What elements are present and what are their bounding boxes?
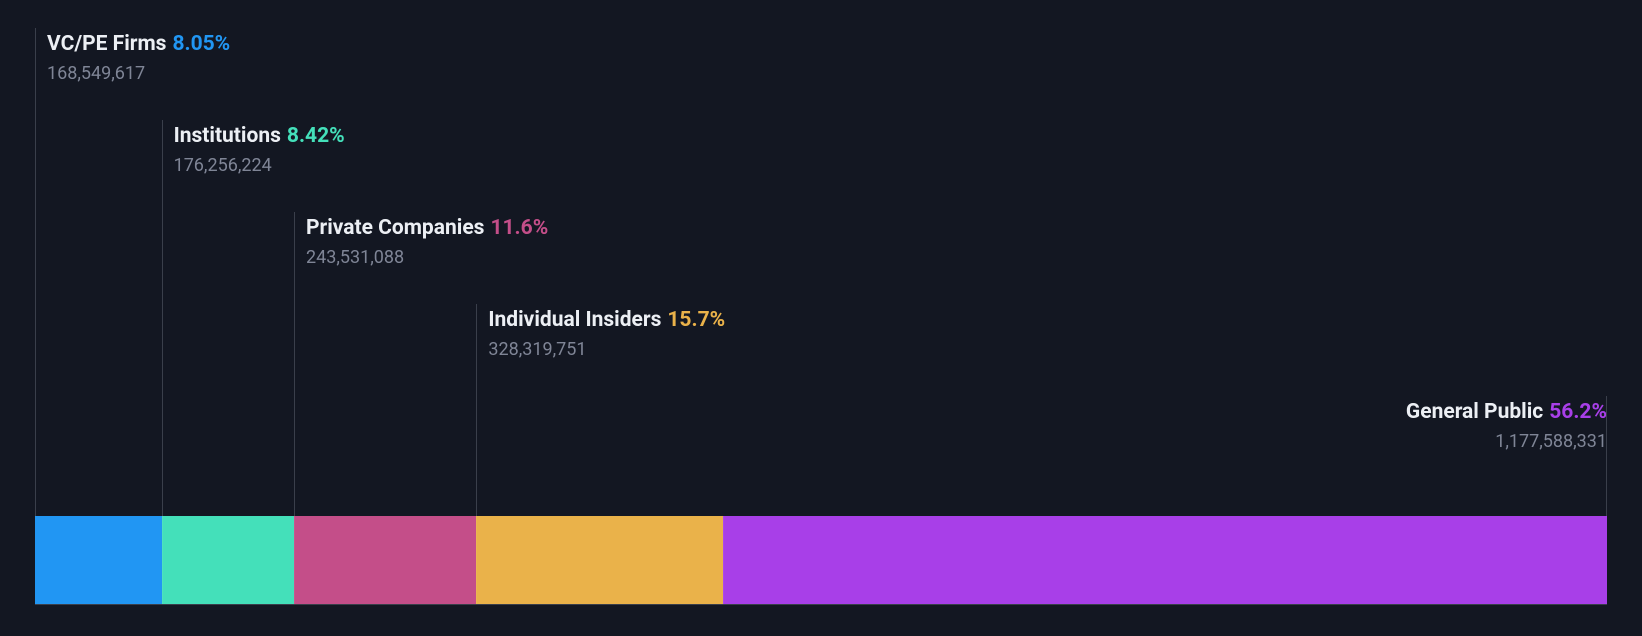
label-institutions: Institutions8.42% 176,256,224 <box>174 122 345 179</box>
label-value: 328,319,751 <box>488 338 725 362</box>
label-value: 1,177,588,331 <box>1406 430 1607 454</box>
label-name: Institutions <box>174 124 281 148</box>
ownership-breakdown-chart: VC/PE Firms8.05% 168,549,617 Institutions8… <box>0 0 1642 636</box>
label-private: Private Companies11.6% 243,531,088 <box>306 214 548 271</box>
leader-private <box>294 212 295 516</box>
label-percent: 8.05% <box>172 32 230 56</box>
leader-institutions <box>162 120 163 516</box>
label-name: General Public <box>1406 400 1543 424</box>
label-value: 243,531,088 <box>306 246 548 270</box>
label-vc-pe: VC/PE Firms8.05% 168,549,617 <box>47 30 230 87</box>
label-percent: 15.7% <box>667 308 725 332</box>
segment-insiders <box>476 516 723 604</box>
stacked-bar <box>35 516 1607 604</box>
label-percent: 8.42% <box>287 124 345 148</box>
segment-private <box>294 516 476 604</box>
label-percent: 56.2% <box>1549 400 1607 424</box>
leader-public <box>1606 396 1607 516</box>
leader-insiders <box>476 304 477 516</box>
label-name: Individual Insiders <box>488 308 661 332</box>
segment-vc-pe <box>35 516 162 604</box>
label-public: General Public56.2% 1,177,588,331 <box>1406 398 1607 455</box>
label-value: 176,256,224 <box>174 154 345 178</box>
segment-institutions <box>162 516 294 604</box>
label-name: Private Companies <box>306 216 484 240</box>
label-percent: 11.6% <box>490 216 548 240</box>
baseline <box>35 604 1607 605</box>
segment-public <box>723 516 1607 604</box>
leader-vc-pe <box>35 28 36 516</box>
label-name: VC/PE Firms <box>47 32 166 56</box>
label-insiders: Individual Insiders15.7% 328,319,751 <box>488 306 725 363</box>
label-value: 168,549,617 <box>47 62 230 86</box>
